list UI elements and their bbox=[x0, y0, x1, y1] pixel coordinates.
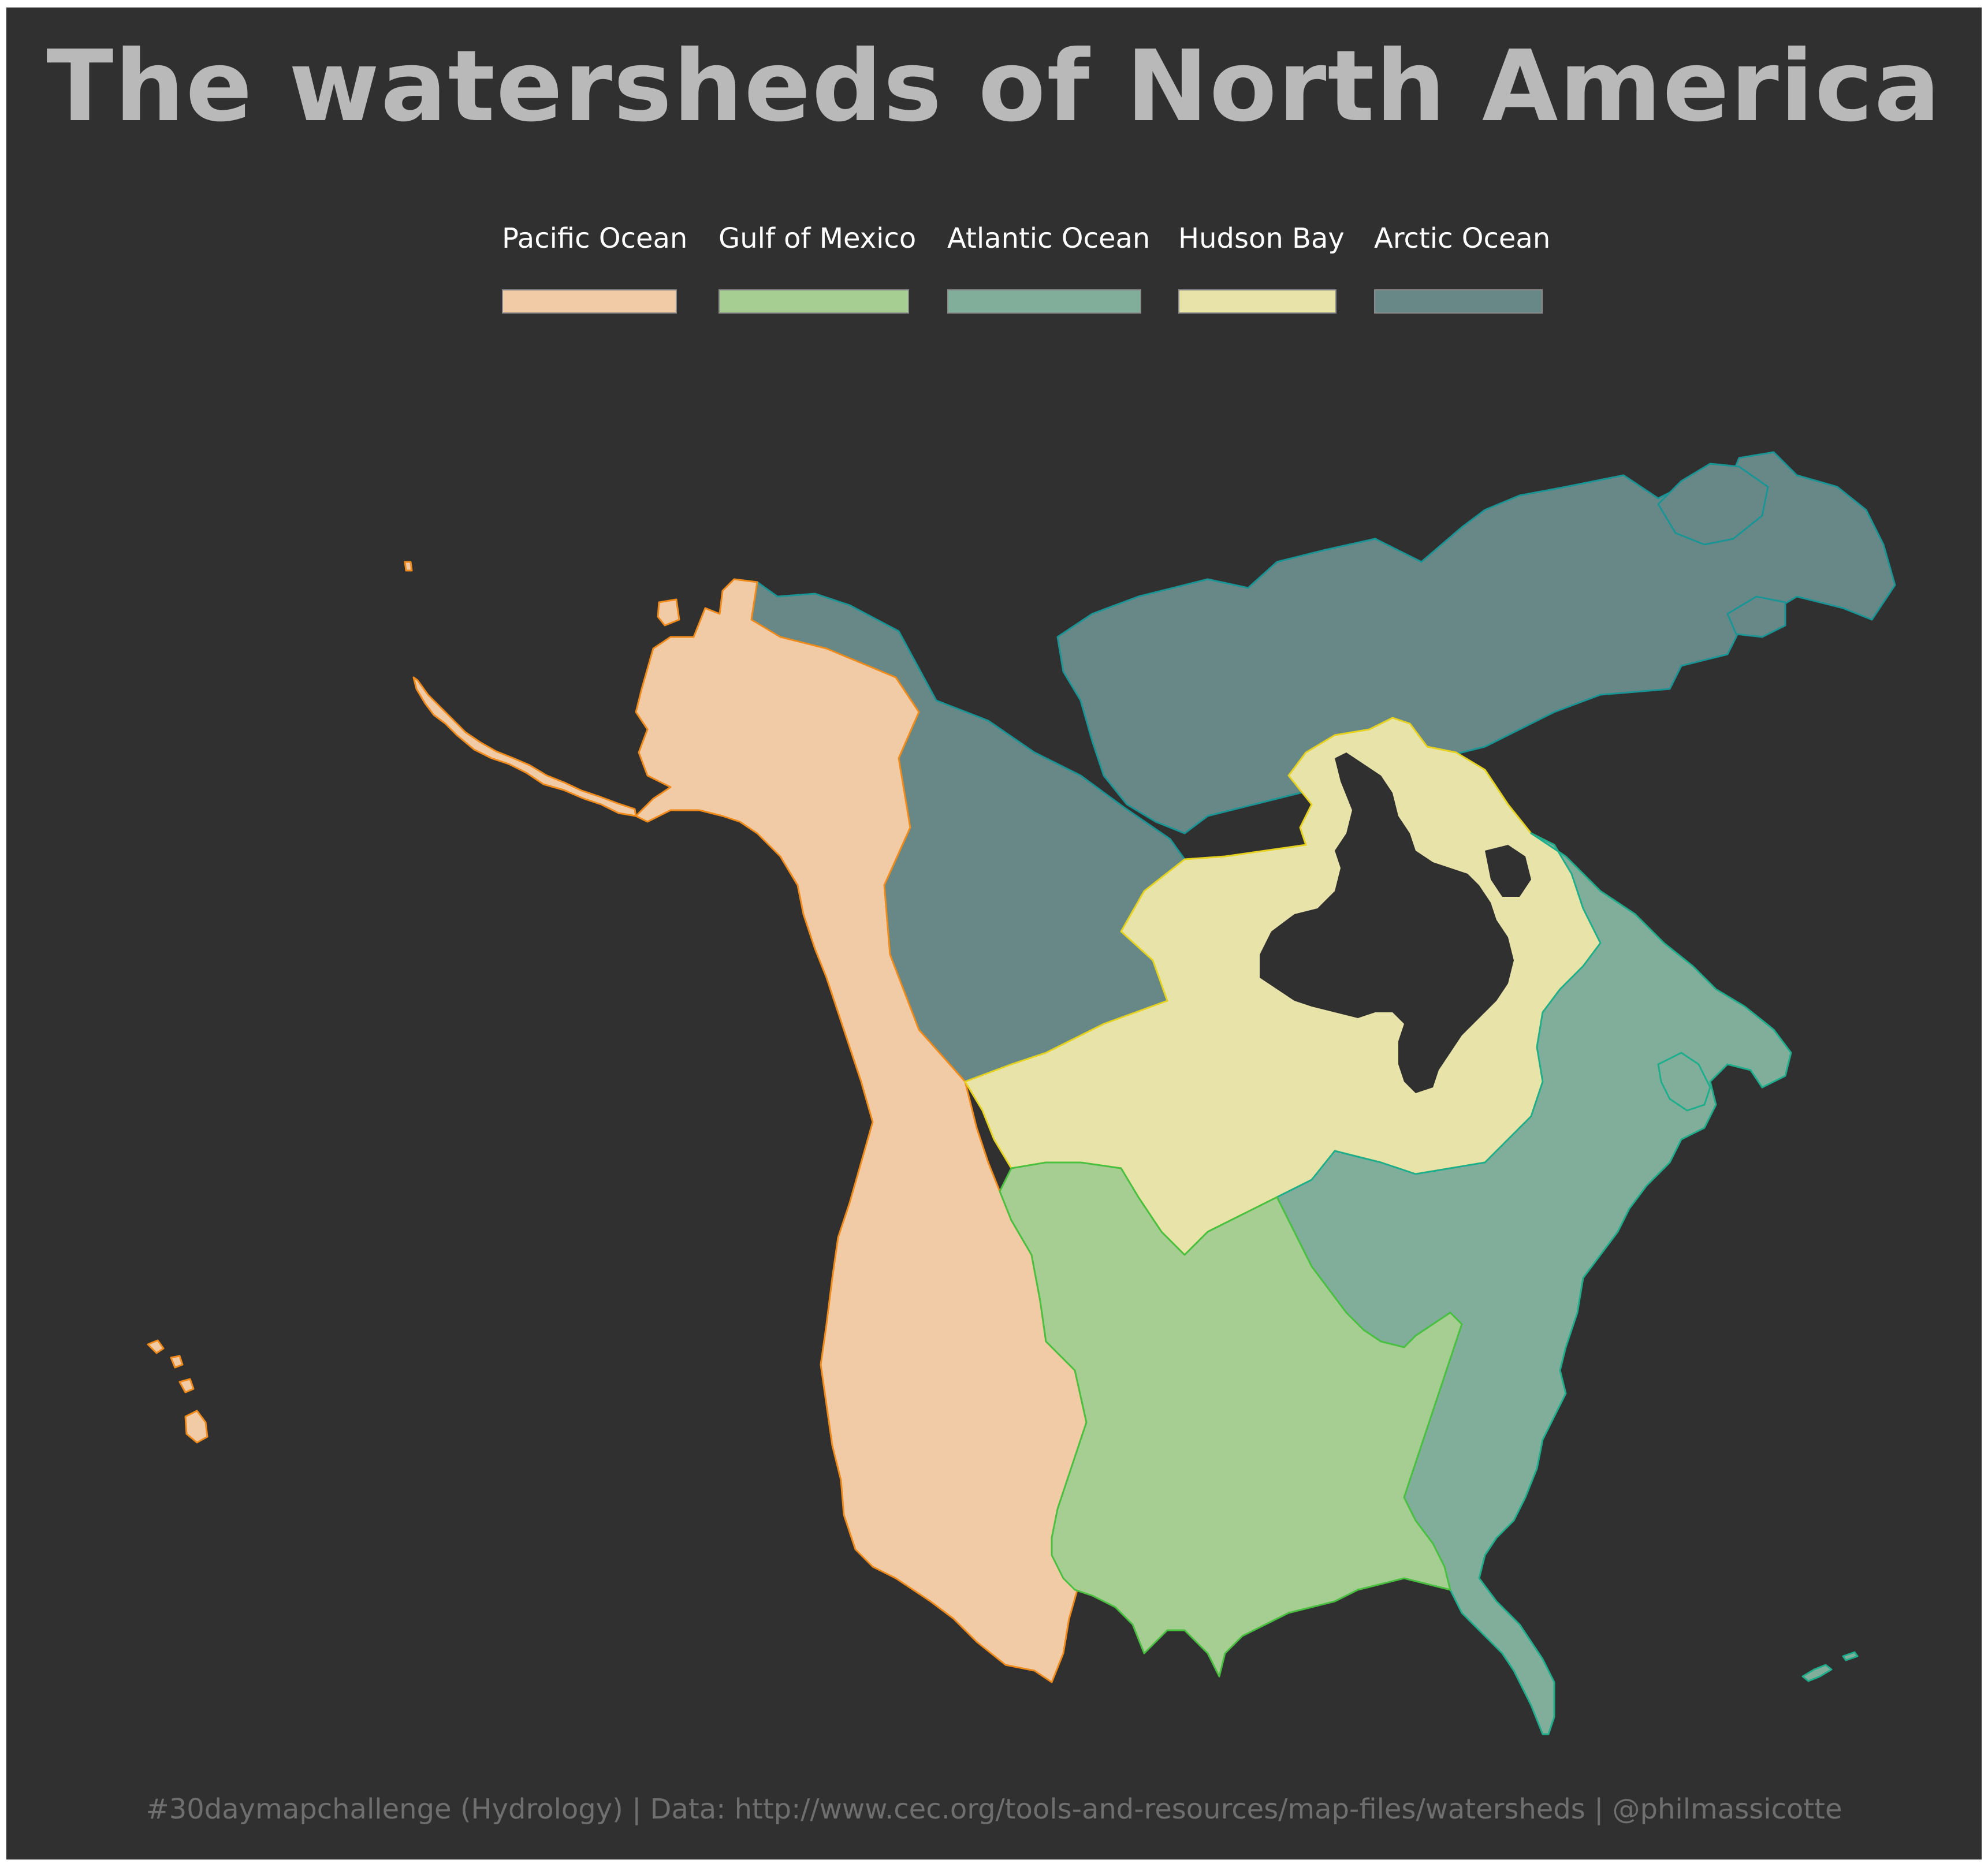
map-panel: The watersheds of North America Pacific … bbox=[6, 8, 1982, 1859]
watershed-map bbox=[147, 451, 1896, 1735]
region-gulf-of-mexico bbox=[999, 1161, 1463, 1678]
legend-label-atlantic: Atlantic Ocean bbox=[947, 222, 1151, 255]
legend-key-gulf bbox=[718, 289, 909, 314]
legend-key-pacific bbox=[502, 289, 677, 314]
map-caption: #30daymapchallenge (Hydrology) | Data: h… bbox=[146, 1793, 1842, 1825]
legend-label-gulf: Gulf of Mexico bbox=[718, 222, 917, 255]
legend-key-hudson bbox=[1178, 289, 1336, 314]
legend-key-arctic bbox=[1374, 289, 1543, 314]
region-pacific-ocean bbox=[147, 561, 1105, 1683]
legend-key-atlantic bbox=[947, 289, 1141, 314]
region-atlantic-ocean bbox=[1276, 832, 1859, 1735]
legend-label-hudson: Hudson Bay bbox=[1178, 222, 1345, 255]
map-title: The watersheds of North America bbox=[46, 29, 1942, 144]
hudson-bay-water bbox=[1260, 752, 1531, 1093]
legend-label-arctic: Arctic Ocean bbox=[1374, 222, 1551, 255]
legend-label-pacific: Pacific Ocean bbox=[502, 222, 688, 255]
